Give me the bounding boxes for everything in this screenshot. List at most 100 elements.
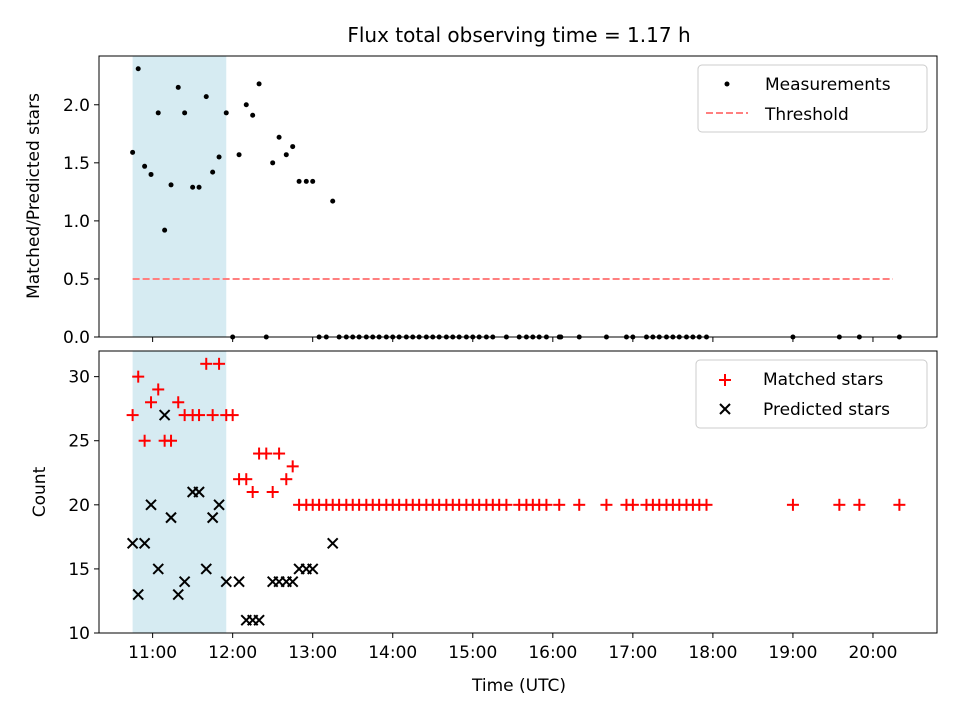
matched-star-point	[260, 447, 273, 460]
measurement-point	[210, 169, 216, 175]
matched-star-point	[226, 409, 239, 422]
measurement-point	[310, 178, 316, 184]
top-plot-frame	[98, 55, 938, 338]
x-tick-label: 20:00	[848, 643, 897, 663]
predicted-star-point	[172, 588, 184, 601]
predicted-star-point	[138, 537, 151, 549]
measurement-point	[130, 149, 136, 155]
top-y-tick-label: 0.0	[63, 328, 90, 348]
measurement-point	[283, 152, 289, 158]
x-tick-label: 15:00	[448, 643, 497, 663]
measurement-point	[162, 227, 168, 233]
measurement-point	[270, 160, 276, 166]
x-tick-label: 16:00	[528, 643, 577, 663]
legend-measurements-label: Measurements	[765, 75, 891, 95]
x-tick-label: 13:00	[288, 643, 337, 663]
bottom-y-tick-label: 20	[68, 496, 90, 516]
predicted-star-point	[165, 511, 177, 524]
bottom-legend: Matched stars Predicted stars	[695, 359, 928, 429]
top-y-tick-label: 1.5	[63, 154, 90, 174]
measurement-point	[182, 110, 188, 116]
matched-star-point	[273, 447, 286, 460]
x-tick-label: 11:00	[128, 643, 177, 663]
measurement-point	[236, 152, 242, 158]
x-tick-label: 17:00	[608, 643, 657, 663]
measurement-point	[190, 184, 196, 190]
measurement-point	[196, 184, 202, 190]
matched-star-point	[145, 396, 158, 409]
top-panel: 0.00.51.01.52.0 Matched/Predicted stars …	[24, 55, 938, 348]
bottom-plot-frame	[98, 350, 938, 634]
measurement-point	[223, 110, 229, 116]
predicted-star-point	[220, 576, 232, 588]
legend-matched-label: Matched stars	[763, 370, 883, 390]
x-tick-label: 18:00	[688, 643, 737, 663]
bottom-axis-ticks: 11:00 12:00 13:00 14:00 15:00 16:00 17:00 18:00…	[68, 368, 897, 663]
top-y-tick-label: 1.0	[63, 212, 90, 232]
predicted-star-point	[206, 511, 219, 524]
predicted-star-point	[253, 614, 265, 626]
matched-star-point	[700, 498, 713, 511]
top-legend-box	[697, 64, 928, 133]
measurement-point	[290, 144, 296, 150]
predicted-star-point	[126, 537, 139, 549]
legend-measurement-marker	[724, 81, 730, 87]
predicted-star-point	[178, 576, 191, 588]
predicted-star-point	[200, 563, 212, 575]
legend-predicted-marker	[719, 403, 731, 415]
measurement-point	[303, 178, 309, 184]
legend-threshold-label: Threshold	[764, 105, 849, 125]
legend-matched-marker	[719, 374, 731, 386]
predicted-star-point	[213, 499, 225, 511]
predicted-star-point	[286, 576, 299, 588]
matched-star-points	[126, 357, 906, 511]
matched-star-point	[172, 396, 185, 409]
matched-star-point	[152, 383, 165, 396]
measurement-point	[330, 198, 336, 204]
top-y-axis-label: Matched/Predicted stars	[24, 93, 44, 299]
predicted-star-point	[233, 576, 245, 588]
top-legend: Measurements Threshold	[697, 64, 928, 133]
matched-star-point	[500, 498, 513, 511]
x-tick-label: 14:00	[368, 643, 417, 663]
predicted-star-point	[132, 588, 144, 601]
bottom-panel: 11:00 12:00 13:00 14:00 15:00 16:00 17:00 18:00…	[30, 350, 938, 696]
matched-star-point	[193, 409, 206, 422]
measurement-point	[168, 182, 174, 188]
measurement-point	[276, 134, 282, 140]
matched-star-point	[240, 473, 253, 486]
matched-star-point	[246, 486, 259, 498]
predicted-star-points	[126, 409, 339, 626]
bottom-y-axis-label: Count	[30, 466, 50, 517]
matched-star-point	[853, 498, 866, 511]
matched-star-point	[626, 498, 639, 511]
matched-star-point	[126, 409, 139, 422]
matched-star-point	[206, 409, 219, 422]
measurement-point	[135, 66, 141, 72]
predicted-star-point	[306, 563, 319, 575]
x-tick-label: 19:00	[768, 643, 817, 663]
predicted-star-point	[158, 409, 171, 421]
bottom-highlight-span	[132, 351, 227, 633]
matched-star-point	[833, 498, 846, 511]
matched-star-point	[266, 486, 279, 498]
measurement-point	[250, 112, 256, 118]
predicted-star-point	[152, 563, 164, 575]
measurement-point	[216, 154, 222, 160]
matched-star-point	[786, 498, 799, 511]
x-axis-label: Time (UTC)	[471, 676, 566, 696]
matched-star-point	[540, 498, 553, 511]
matched-star-point	[280, 473, 293, 486]
legend-predicted-label: Predicted stars	[763, 400, 890, 420]
measurement-point	[175, 84, 181, 90]
top-y-tick-label: 0.5	[63, 270, 90, 290]
matched-star-point	[200, 357, 213, 370]
bottom-y-tick-label: 30	[68, 368, 90, 388]
bottom-legend-box	[695, 359, 928, 429]
x-tick-label: 12:00	[208, 643, 257, 663]
top-highlight-span	[132, 56, 227, 337]
top-y-tick-label: 2.0	[63, 96, 90, 116]
matched-star-point	[573, 498, 586, 511]
measurement-point	[155, 110, 161, 116]
